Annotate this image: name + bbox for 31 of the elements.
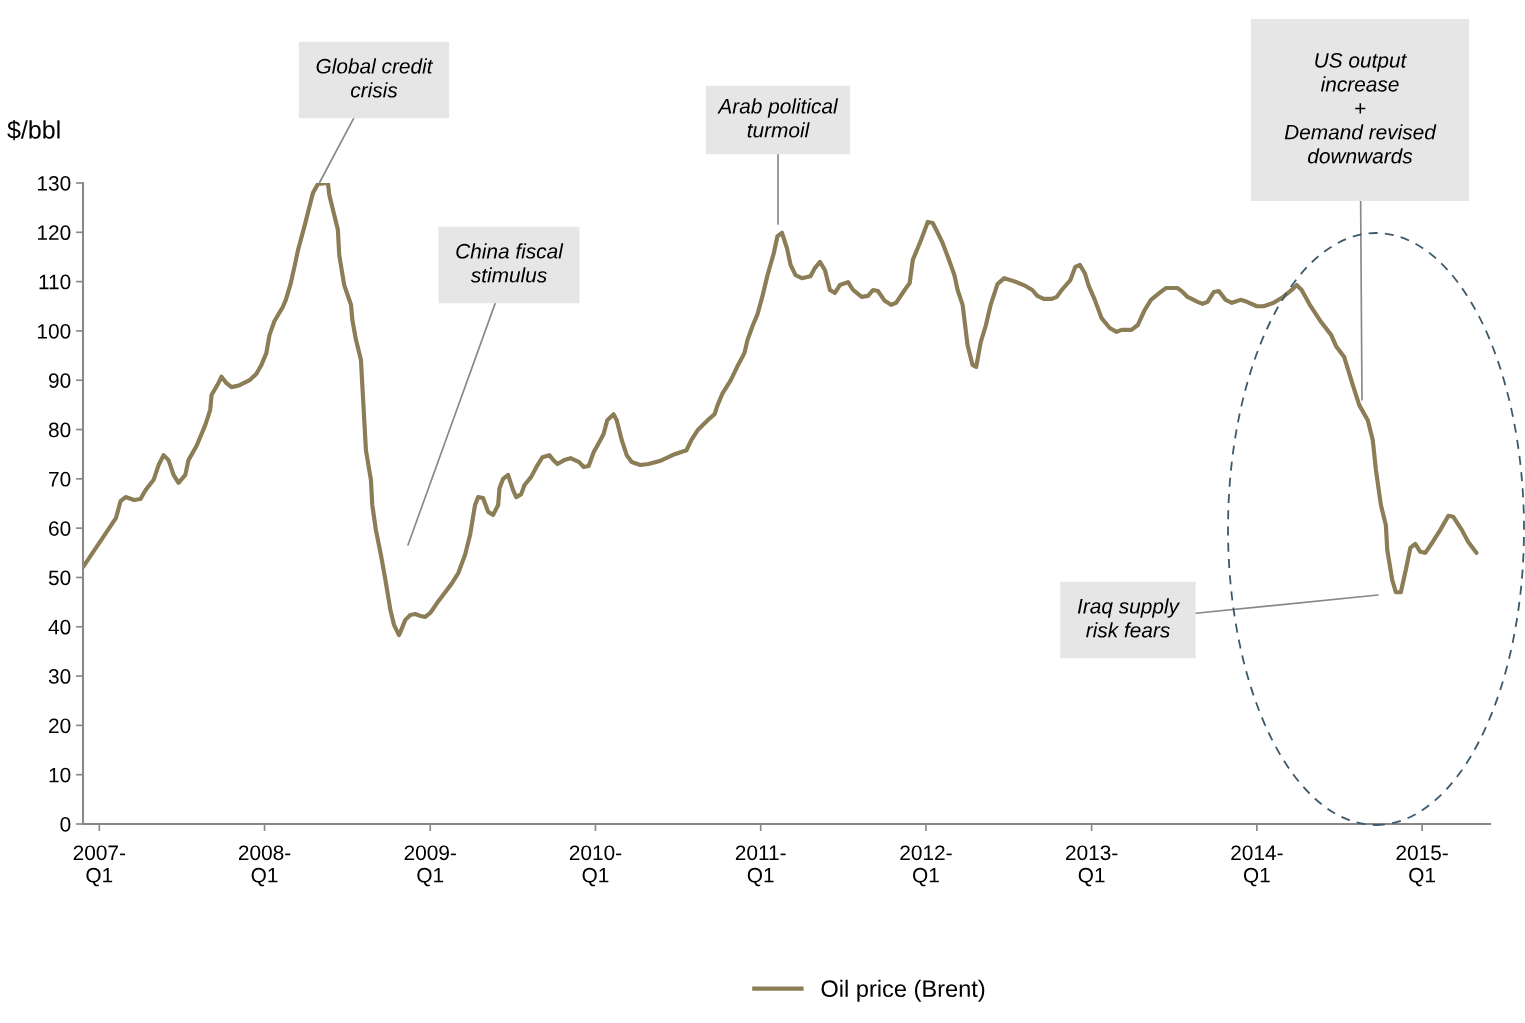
x-tick-label: 2009- Q1: [404, 845, 456, 887]
x-tick-label: 2013- Q1: [1066, 845, 1118, 887]
line-series: [83, 183, 1479, 638]
x-tick-label: 2012- Q1: [900, 845, 952, 887]
x-tick-label: 2015- Q1: [1396, 845, 1448, 887]
y-tick-label: 120: [38, 225, 71, 241]
y-tick-label: 50: [48, 570, 71, 586]
y-tick-label: 30: [48, 669, 71, 684]
y-tick-label: 90: [49, 373, 71, 388]
text: US output increase + Demand revised downwards: [1284, 52, 1437, 164]
x-tick-label: 2014- Q1: [1231, 845, 1283, 887]
y-tick-label: 130: [38, 176, 71, 191]
y-tick-label: 80: [48, 422, 71, 438]
y-tick-label: 20: [49, 718, 71, 734]
y-tick-label: 100: [38, 323, 71, 339]
x-tick-label: 2007- Q1: [73, 845, 126, 887]
legend-label: Oil price (Brent): [821, 979, 985, 1002]
y-axis-title: $/bbl: [7, 119, 60, 141]
y-tick-label: 0: [60, 817, 71, 832]
y-tick-label: 10: [49, 767, 71, 783]
x-tick-label: 2010- Q1: [569, 845, 622, 887]
annotation: Global credit crisis: [316, 58, 434, 98]
y-tick-label: 110: [39, 274, 71, 290]
annotation: China fiscal stimulus: [456, 243, 564, 283]
y-tick-label: 40: [48, 619, 71, 635]
annotation: Iraq supply risk fears: [1077, 598, 1181, 638]
x-tick-label: 2011- Q1: [735, 845, 786, 887]
text: Arab political turmoil: [717, 98, 839, 138]
y-tick-label: 70: [49, 471, 71, 487]
x-tick-label: 2008- Q1: [238, 845, 291, 887]
y-tick-label: 60: [49, 521, 71, 536]
